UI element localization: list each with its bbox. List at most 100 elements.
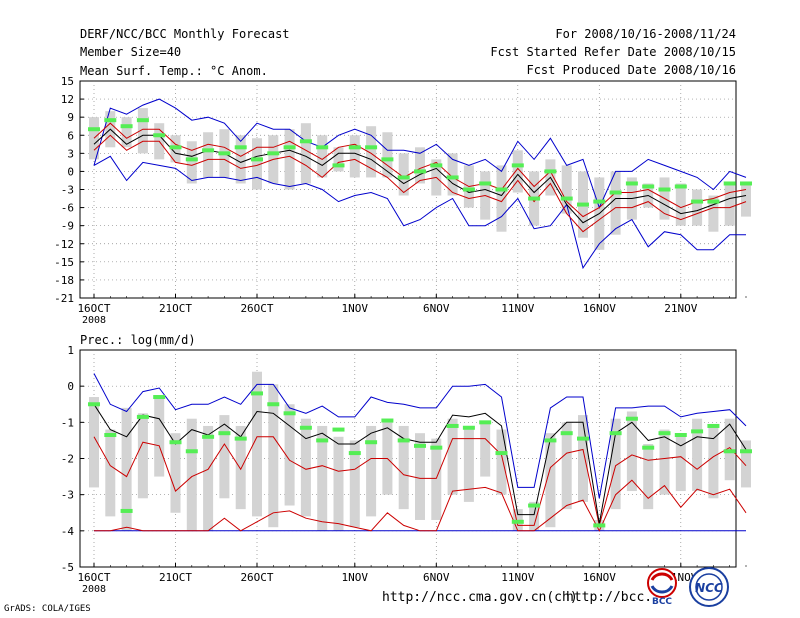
panel1-xtick-label: 1NOV <box>342 302 369 315</box>
panel2-observed-marker <box>658 431 671 436</box>
panel2-observed-marker <box>397 438 410 443</box>
panel1-range-box <box>203 132 214 178</box>
panel2-observed-marker <box>136 414 149 419</box>
panel1-observed-marker <box>365 145 378 150</box>
panel2-range-box <box>317 425 328 531</box>
panel1-range-box <box>741 183 751 217</box>
panel2-range-box <box>643 444 654 510</box>
panel2-observed-marker <box>577 436 589 441</box>
panel2-range-box <box>708 425 719 499</box>
panel2-range-box <box>610 418 621 510</box>
panel1-range-box <box>333 147 344 172</box>
panel2-range-box <box>692 418 703 492</box>
panel1-observed-marker <box>104 118 117 123</box>
panel1-observed-marker <box>479 181 492 186</box>
panel2-observed-marker <box>430 445 443 450</box>
panel2-range-box <box>415 433 425 520</box>
panel1-range-box <box>496 165 507 232</box>
panel1-xtick-label: 21NOV <box>664 302 697 315</box>
panel2-range-box <box>235 425 246 510</box>
panel1-xtick-label: 21OCT <box>159 302 192 315</box>
panel2-xtick-label: 16NOV <box>583 571 616 584</box>
panel1-range-box <box>317 135 328 178</box>
panel1-observed-marker <box>348 145 361 150</box>
panel1-observed-marker <box>169 145 182 150</box>
panel1-xtick-year: 2008 <box>82 315 106 326</box>
panel2-range-box <box>105 429 116 517</box>
panel2-ytick-label: -5 <box>61 561 74 574</box>
panel1-observed-marker <box>707 199 720 204</box>
panel2-observed-marker <box>88 402 100 407</box>
panel1-max-line <box>93 98 747 209</box>
panel2-observed-marker <box>120 508 133 513</box>
panel2-observed-marker <box>479 420 492 425</box>
panel1-observed-marker <box>88 127 100 132</box>
panel1-observed-marker <box>593 199 606 204</box>
panel2-observed-marker <box>446 423 459 428</box>
panel1-observed-marker <box>511 163 524 168</box>
member-size: Member Size=40 <box>80 45 182 59</box>
panel1-observed-marker <box>234 145 247 150</box>
panel1-range-box <box>252 138 262 190</box>
panel2-range-box <box>252 371 262 517</box>
panel1-observed-marker <box>283 145 296 150</box>
panel1-observed-marker <box>642 184 655 189</box>
panel2-range-box <box>741 440 751 488</box>
panel2-observed-marker <box>251 391 263 396</box>
panel2-range-box <box>366 425 377 517</box>
panel2-ytick-label: -1 <box>61 416 74 429</box>
panel2-range-box <box>545 433 556 528</box>
panel1-observed-marker <box>218 151 231 156</box>
panel2-xtick-label: 1NOV <box>342 571 369 584</box>
panel2-observed-marker <box>511 519 524 524</box>
panel2-observed-marker <box>625 416 638 421</box>
panel1-observed-marker <box>691 199 704 204</box>
panel1-ytick-label: 9 <box>67 111 74 124</box>
panel2-observed-marker <box>528 503 541 508</box>
panel1-range-box <box>708 195 719 232</box>
panel2-range-box <box>121 407 132 531</box>
panel1-observed-marker <box>153 133 166 138</box>
panel1-observed-marker <box>185 157 198 162</box>
panel1-range-box <box>186 141 197 184</box>
ncc-logo-text: NCC <box>695 581 723 595</box>
panel1-observed-marker <box>674 184 687 189</box>
grads-credit: GrADS: COLA/IGES <box>4 604 91 614</box>
panel2-range-box <box>463 425 474 502</box>
panel1-ytick-label: -21 <box>54 292 74 305</box>
panel1-xtick-label: 16NOV <box>583 302 616 315</box>
panel1-observed-marker <box>251 157 263 162</box>
panel2-range-box <box>170 433 181 513</box>
panel1-range-box <box>610 171 621 235</box>
panel1-p25-line <box>93 134 747 233</box>
panel2-observed-marker <box>348 451 361 456</box>
panel1-min-line <box>93 155 746 270</box>
panel1-range-box <box>284 129 295 190</box>
panel2-xtick-label: 11NOV <box>501 571 534 584</box>
panel2-observed-marker <box>674 432 687 437</box>
panel1-range-box <box>561 165 572 214</box>
panel2-observed-marker <box>707 423 720 428</box>
forecast-produced-date: Fcst Produced Date 2008/10/16 <box>526 63 736 77</box>
panel1-range-box <box>382 132 393 178</box>
panel2-range-box <box>561 422 572 510</box>
panel1-observed-marker <box>136 118 149 123</box>
panel1-observed-marker <box>495 187 508 192</box>
panel2-max-line <box>93 373 747 499</box>
panel2-observed-marker <box>560 431 573 436</box>
panel1-xtick-label: 16OCT <box>77 302 110 315</box>
panel2-xtick-label: 26OCT <box>240 571 273 584</box>
panel2-observed-marker <box>495 451 508 456</box>
panel1-observed-marker <box>446 175 459 180</box>
panel1-range-box <box>447 153 458 196</box>
forecast-start-date: Fcst Started Refer Date 2008/10/15 <box>490 45 736 59</box>
panel2-p25-line <box>93 436 747 526</box>
panel1-range-box <box>300 123 311 184</box>
panel2-observed-marker <box>104 432 117 437</box>
panel2-range-box <box>268 384 279 528</box>
panel1-observed-marker <box>316 145 329 150</box>
panel1-ytick-label: 3 <box>67 147 74 160</box>
chart-title: DERF/NCC/BCC Monthly Forecast <box>80 27 290 41</box>
panel2-observed-marker <box>153 395 166 400</box>
